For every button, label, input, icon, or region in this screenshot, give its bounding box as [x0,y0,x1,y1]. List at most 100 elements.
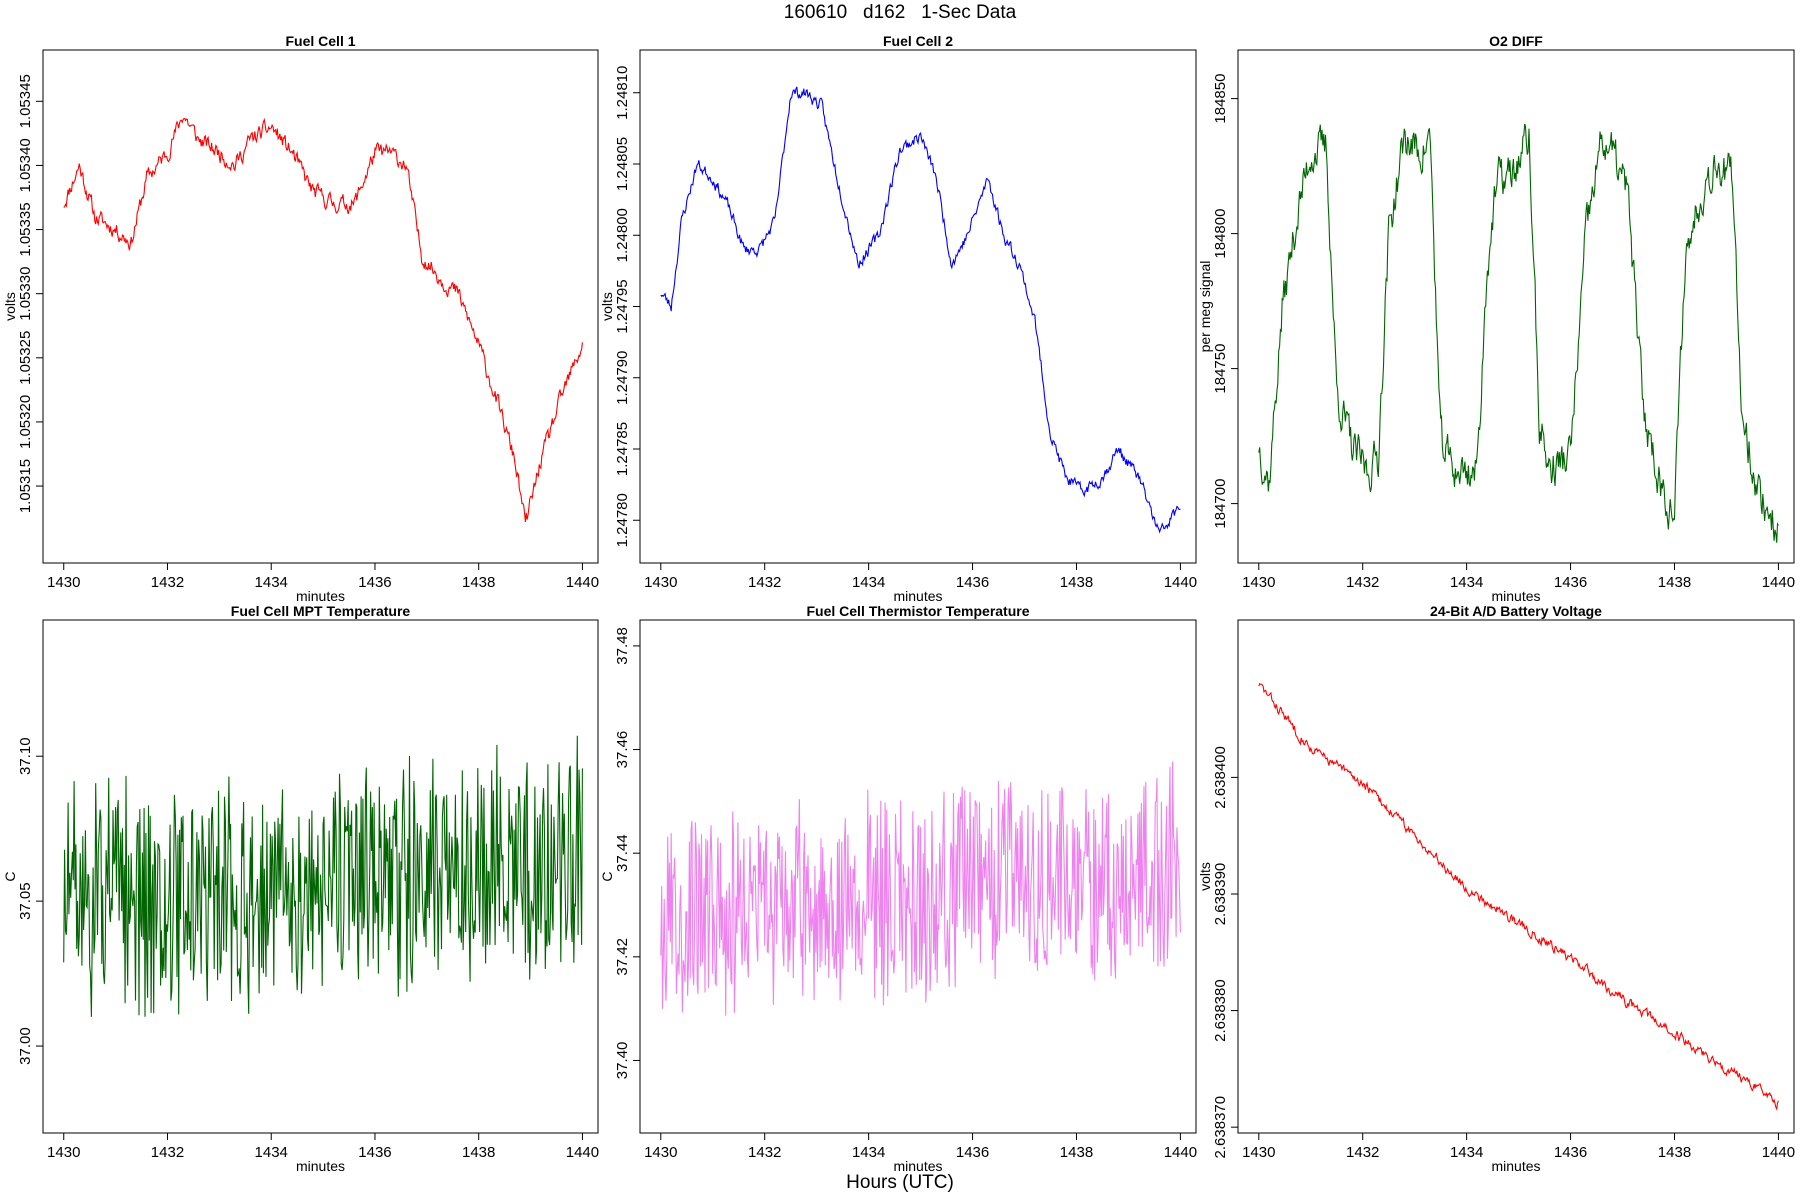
x-axis-label: minutes [296,1158,345,1174]
x-tick-label: 1432 [1346,574,1379,591]
x-tick-label: 1432 [151,574,184,591]
x-tick-label: 1432 [748,574,781,591]
x-tick-label: 1434 [852,574,885,591]
y-tick-label: 1.05320 [17,395,34,449]
y-tick-label: 184700 [1212,479,1229,529]
x-tick-label: 1440 [1164,1144,1197,1161]
y-tick-label: 2.638380 [1212,979,1229,1042]
x-tick-label: 1438 [1060,574,1093,591]
y-tick-label: 1.24780 [614,493,631,547]
y-tick-label: 37.10 [17,737,34,775]
global-x-axis-label: Hours (UTC) [846,1172,954,1193]
y-tick-label: 37.05 [17,882,34,920]
x-tick-label: 1436 [1554,1144,1587,1161]
x-tick-label: 1436 [956,1144,989,1161]
x-tick-label: 1440 [1762,574,1795,591]
plot-frame [1237,619,1795,1134]
x-tick-label: 1430 [1242,1144,1275,1161]
plot-frame [1237,49,1795,564]
x-axis-label: minutes [1491,1158,1540,1174]
y-tick-label: 1.05325 [17,331,34,385]
x-axis-label: minutes [893,588,942,604]
y-tick-label: 37.46 [614,731,631,769]
chart-panel-2: Fuel Cell 2 1430 1432 1434 1436 1438 1440 minut… [599,33,1197,604]
y-tick-label: 1.24790 [614,351,631,405]
y-axis-label: C [599,871,615,881]
y-tick-label: 1.05340 [17,138,34,192]
series-line [1258,123,1779,543]
page-title: 160610 d162 1-Sec Data [783,2,1017,23]
plot-frame [639,49,1197,564]
series-line [63,117,583,522]
plot-frame [639,619,1197,1134]
x-axis-label: minutes [893,1158,942,1174]
x-tick-label: 1432 [151,1144,184,1161]
y-tick-label: 184800 [1212,209,1229,259]
y-tick-label: 37.40 [614,1042,631,1080]
chart-title: Fuel Cell Thermistor Temperature [806,603,1029,619]
y-tick-label: 1.24785 [614,422,631,476]
series-line [63,735,583,1017]
chart-panel-5: Fuel Cell Thermistor Temperature 1430 1432… [599,603,1197,1174]
y-tick-label: 1.05345 [17,74,34,128]
x-tick-label: 1438 [462,1144,495,1161]
x-tick-label: 1436 [358,574,391,591]
x-tick-label: 1430 [1242,574,1275,591]
x-tick-label: 1430 [47,1144,80,1161]
x-tick-label: 1434 [1450,1144,1483,1161]
y-tick-label: 37.42 [614,938,631,976]
y-axis-label: C [2,871,18,881]
series-line [660,86,1181,534]
x-tick-label: 1434 [1450,574,1483,591]
y-axis-label: per meg signal [1197,261,1213,353]
series-line [1258,682,1779,1111]
x-tick-label: 1440 [1164,574,1197,591]
series-line [660,761,1181,1016]
y-tick-label: 37.44 [614,834,631,872]
chart-panel-1: Fuel Cell 1 1430 1432 1434 1436 1438 1440 minut… [2,33,599,604]
y-axis-label: volts [2,292,18,321]
x-tick-label: 1430 [47,574,80,591]
x-axis-label: minutes [296,588,345,604]
y-tick-label: 2.638390 [1212,863,1229,926]
x-tick-label: 1434 [852,1144,885,1161]
chart-title: Fuel Cell MPT Temperature [231,603,411,619]
chart-title: 24-Bit A/D Battery Voltage [1430,603,1602,619]
chart-title: Fuel Cell 1 [285,33,355,49]
y-tick-label: 1.05330 [17,267,34,321]
x-tick-label: 1440 [1762,1144,1795,1161]
x-tick-label: 1438 [462,574,495,591]
y-tick-label: 2.638400 [1212,746,1229,809]
y-tick-label: 1.24810 [614,66,631,120]
x-tick-label: 1430 [644,574,677,591]
x-tick-label: 1436 [1554,574,1587,591]
y-tick-label: 37.00 [17,1027,34,1065]
x-tick-label: 1438 [1060,1144,1093,1161]
y-axis-label: volts [599,292,615,321]
chart-title: O2 DIFF [1489,33,1543,49]
y-tick-label: 1.24795 [614,279,631,333]
chart-panel-4: Fuel Cell MPT Temperature 1430 1432 1434 143… [2,603,599,1174]
plot-frame [42,49,599,564]
x-tick-label: 1432 [748,1144,781,1161]
y-tick-label: 1.05335 [17,202,34,256]
x-tick-label: 1436 [956,574,989,591]
x-tick-label: 1430 [644,1144,677,1161]
y-tick-label: 37.48 [614,627,631,665]
y-tick-label: 184850 [1212,74,1229,124]
y-tick-label: 1.24800 [614,208,631,262]
chart-panel-3: O2 DIFF 1430 1432 1434 1436 1438 1440 minutes 18… [1197,33,1795,604]
y-tick-label: 1.05315 [17,459,34,513]
y-tick-label: 184750 [1212,344,1229,394]
y-tick-label: 1.24805 [614,137,631,191]
chart-panel-6: 24-Bit A/D Battery Voltage 1430 1432 1434 14… [1197,603,1795,1174]
x-tick-label: 1440 [566,574,599,591]
chart-title: Fuel Cell 2 [883,33,953,49]
x-tick-label: 1434 [255,1144,288,1161]
x-tick-label: 1434 [255,574,288,591]
x-tick-label: 1438 [1658,574,1691,591]
x-axis-label: minutes [1491,588,1540,604]
x-tick-label: 1432 [1346,1144,1379,1161]
x-tick-label: 1440 [566,1144,599,1161]
